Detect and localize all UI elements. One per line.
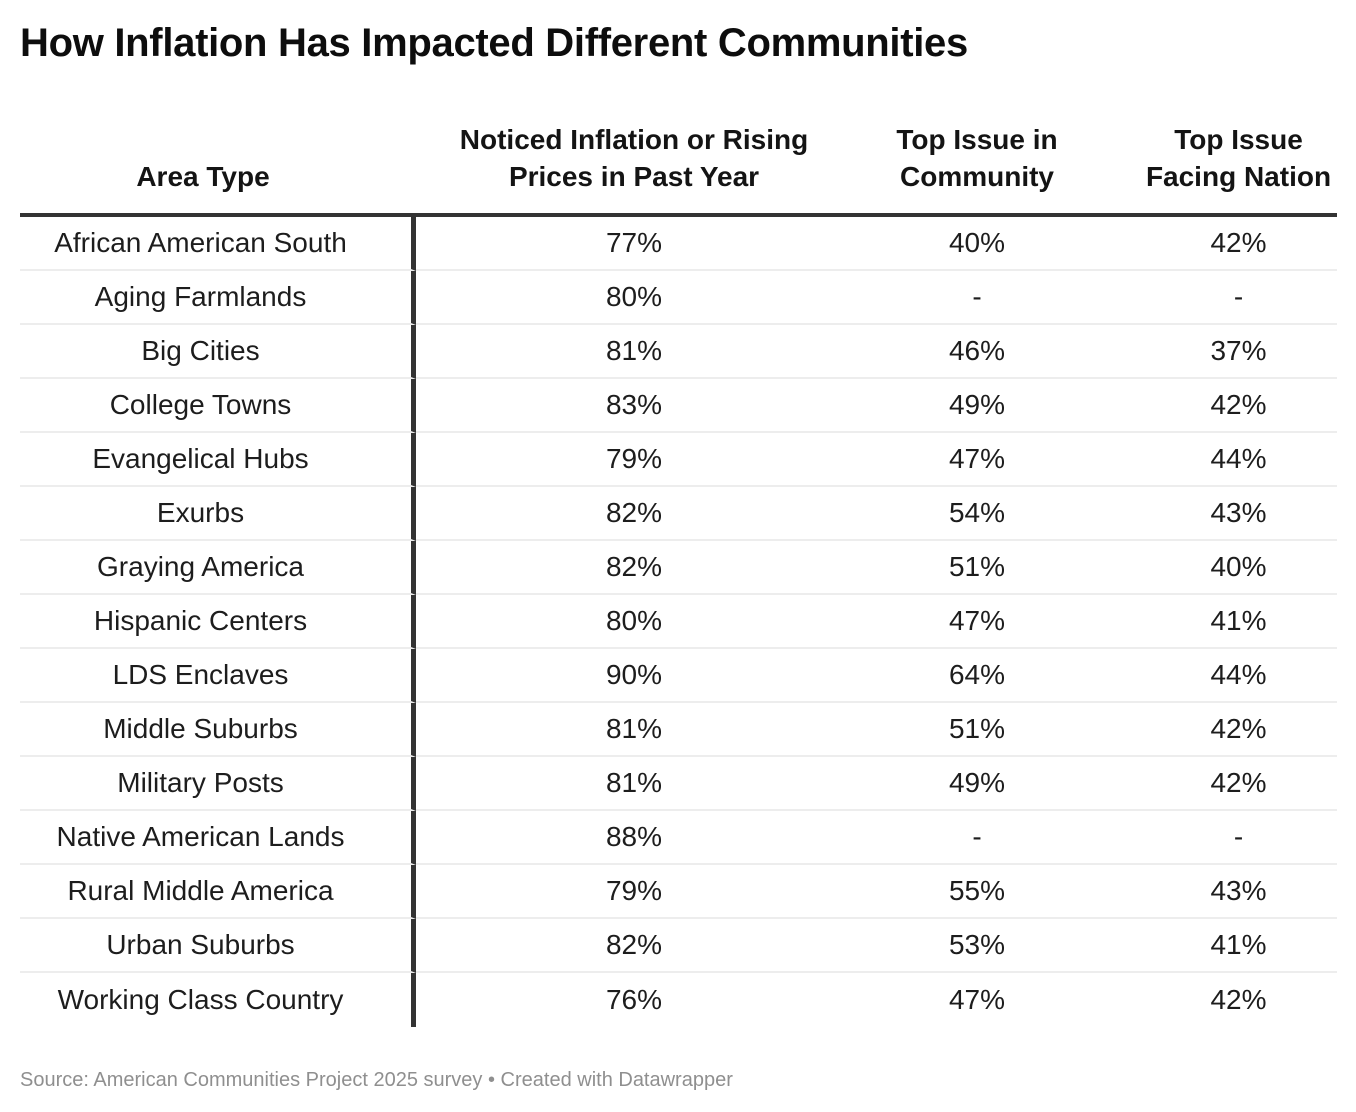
column-header-top-issue-nation: Top Issue Facing Nation [1102, 121, 1337, 217]
cell-noticed-inflation: 81% [416, 757, 852, 811]
column-header-line: Facing Nation [1145, 161, 1332, 192]
cell-noticed-inflation: 76% [605, 984, 663, 1015]
column-header-line: Top Issue [1174, 124, 1303, 155]
table-row: LDS Enclaves 90% 64% 44% [20, 649, 1337, 703]
table-row: Working Class Country 76% 47% 42% [20, 973, 1337, 1027]
table-row: Native American Lands 88% - - [20, 811, 1337, 865]
cell-noticed-inflation: 80% [416, 595, 852, 649]
cell-top-issue-community: 53% [852, 919, 1102, 973]
column-header-line: Top Issue in [896, 124, 1058, 155]
cell-noticed-inflation: 82% [416, 919, 852, 973]
cell-top-issue-community: 47% [948, 984, 1006, 1015]
cell-noticed-inflation: 80% [416, 271, 852, 325]
cell-area-type: College Towns [20, 379, 416, 433]
cell-top-issue-community: 54% [852, 487, 1102, 541]
cell-top-issue-community: 40% [852, 217, 1102, 271]
table-row: Aging Farmlands 80% - - [20, 271, 1337, 325]
cell-top-issue-nation: 42% [1102, 379, 1337, 433]
table-row: College Towns 83% 49% 42% [20, 379, 1337, 433]
cell-area-type: Urban Suburbs [20, 919, 416, 973]
cell-noticed-inflation: 88% [416, 811, 852, 865]
cell-noticed-inflation: 79% [416, 433, 852, 487]
column-header-top-issue-community: Top Issue in Community [852, 121, 1102, 217]
column-header-noticed-inflation: Noticed Inflation or Rising Prices in Pa… [416, 121, 852, 217]
table-row: Evangelical Hubs 79% 47% 44% [20, 433, 1337, 487]
table-row: Middle Suburbs 81% 51% 42% [20, 703, 1337, 757]
cell-top-issue-nation: 42% [1210, 984, 1267, 1015]
cell-top-issue-community: 51% [852, 541, 1102, 595]
cell-area-type: LDS Enclaves [20, 649, 416, 703]
cell-top-issue-nation: 40% [1102, 541, 1337, 595]
cell-area-type: Middle Suburbs [20, 703, 416, 757]
cell-noticed-inflation: 82% [416, 541, 852, 595]
cell-top-issue-community: - [852, 271, 1102, 325]
cell-top-issue-nation: 41% [1102, 919, 1337, 973]
table-row: Graying America 82% 51% 40% [20, 541, 1337, 595]
cell-noticed-inflation: 81% [416, 703, 852, 757]
cell-noticed-inflation: 83% [416, 379, 852, 433]
cell-area-type: Aging Farmlands [20, 271, 416, 325]
cell-top-issue-nation: 37% [1102, 325, 1337, 379]
source-attribution: Source: American Communities Project 202… [20, 1069, 733, 1091]
table-row: Rural Middle America 79% 55% 43% [20, 865, 1337, 919]
cell-area-type: Big Cities [20, 325, 416, 379]
cell-area-type: Evangelical Hubs [20, 433, 416, 487]
cell-top-issue-nation: 41% [1102, 595, 1337, 649]
table-body: African American South 77% 40% 42% Aging… [20, 217, 1337, 1027]
cell-top-issue-nation: 42% [1102, 757, 1337, 811]
cell-area-type: Military Posts [20, 757, 416, 811]
cell-area-type: Graying America [20, 541, 416, 595]
column-header-line: Prices in Past Year [508, 161, 760, 192]
cell-top-issue-nation: 44% [1102, 433, 1337, 487]
cell-top-issue-nation: - [1102, 271, 1337, 325]
cell-area-type: African American South [20, 217, 416, 271]
cell-top-issue-community: 55% [852, 865, 1102, 919]
page-title: How Inflation Has Impacted Different Com… [20, 21, 968, 65]
cell-noticed-inflation: 90% [416, 649, 852, 703]
cell-top-issue-nation: - [1102, 811, 1337, 865]
cell-top-issue-community: - [852, 811, 1102, 865]
cell-area-type: Exurbs [20, 487, 416, 541]
column-header-line: Noticed Inflation or Rising [459, 124, 809, 155]
cell-noticed-inflation: 77% [416, 217, 852, 271]
table-row: Big Cities 81% 46% 37% [20, 325, 1337, 379]
cell-top-issue-nation: 43% [1102, 865, 1337, 919]
cell-top-issue-nation: 42% [1102, 217, 1337, 271]
table-row: African American South 77% 40% 42% [20, 217, 1337, 271]
table-row: Military Posts 81% 49% 42% [20, 757, 1337, 811]
cell-area-type: Working Class Country [20, 973, 416, 1027]
column-header-line: Community [900, 161, 1054, 192]
cell-top-issue-nation: 43% [1102, 487, 1337, 541]
cell-noticed-inflation: 79% [416, 865, 852, 919]
cell-top-issue-nation: 42% [1102, 703, 1337, 757]
cell-top-issue-community: 51% [852, 703, 1102, 757]
cell-noticed-inflation: 82% [416, 487, 852, 541]
cell-top-issue-community: 64% [852, 649, 1102, 703]
column-header-area-type: Area Type [20, 121, 416, 217]
table-header: Area Type Noticed Inflation or Rising Pr… [20, 121, 1337, 217]
cell-area-type: Rural Middle America [20, 865, 416, 919]
table-row: Exurbs 82% 54% 43% [20, 487, 1337, 541]
cell-area-type: Hispanic Centers [20, 595, 416, 649]
cell-noticed-inflation: 81% [416, 325, 852, 379]
table-row: Urban Suburbs 82% 53% 41% [20, 919, 1337, 973]
cell-top-issue-community: 46% [852, 325, 1102, 379]
table-row: Hispanic Centers 80% 47% 41% [20, 595, 1337, 649]
cell-top-issue-nation: 44% [1102, 649, 1337, 703]
cell-top-issue-community: 49% [852, 757, 1102, 811]
cell-area-type: Native American Lands [20, 811, 416, 865]
table-header-row: Area Type Noticed Inflation or Rising Pr… [20, 121, 1337, 217]
cell-top-issue-community: 49% [852, 379, 1102, 433]
cell-top-issue-community: 47% [852, 595, 1102, 649]
column-header-line: Area Type [136, 161, 270, 192]
cell-top-issue-community: 47% [852, 433, 1102, 487]
inflation-table: Area Type Noticed Inflation or Rising Pr… [20, 121, 1337, 1027]
